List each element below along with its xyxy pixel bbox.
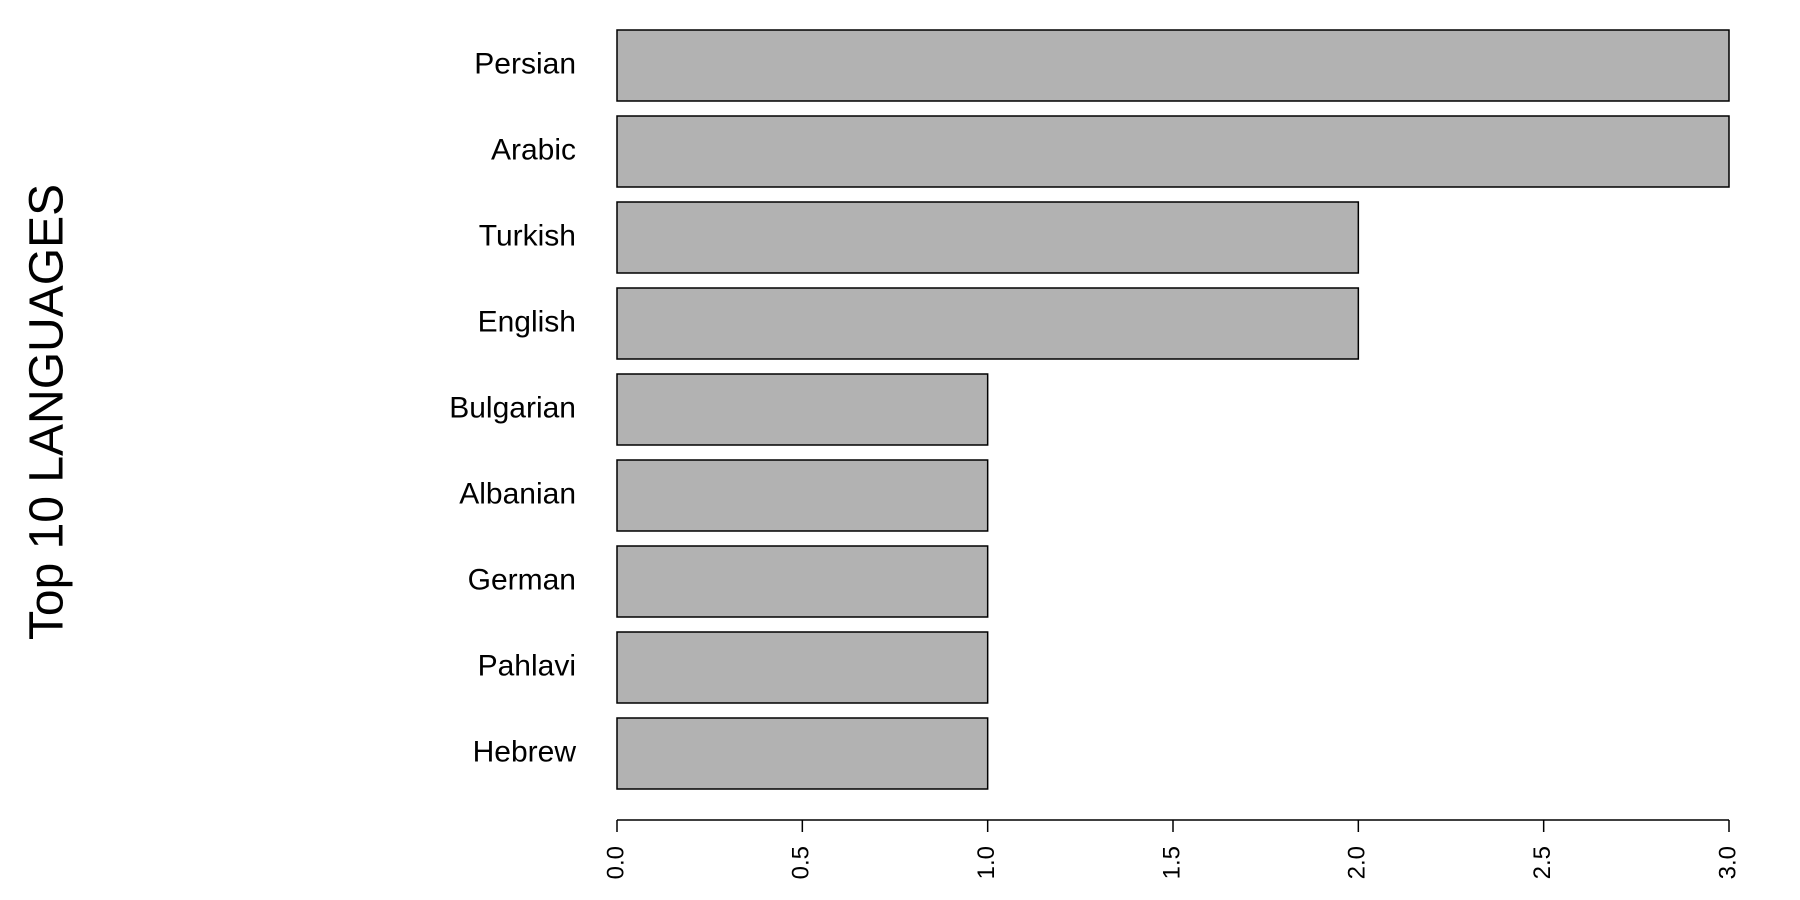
category-label-english: English <box>478 305 576 338</box>
bar-persian <box>616 29 1730 102</box>
x-tick-label-4: 2.0 <box>1344 846 1371 879</box>
category-label-albanian: Albanian <box>459 477 576 510</box>
x-tick-label-5: 2.5 <box>1529 846 1556 879</box>
x-tick-label-0: 0.0 <box>602 846 629 879</box>
category-label-pahlavi: Pahlavi <box>478 649 576 682</box>
bar-bulgarian <box>616 373 989 446</box>
bar-arabic <box>616 115 1730 188</box>
category-labels: Persian Arabic Turkish English Bulgarian Alba… <box>449 47 576 768</box>
x-tick-label-2: 1.0 <box>973 846 1000 879</box>
category-label-german: German <box>468 563 576 596</box>
category-label-turkish: Turkish <box>479 219 576 252</box>
bar-hebrew <box>616 717 989 790</box>
bars-group <box>616 29 1730 790</box>
y-axis-label: Top 10 LANGUAGES <box>21 184 74 640</box>
bar-english <box>616 287 1360 360</box>
bar-pahlavi <box>616 631 989 704</box>
category-label-hebrew: Hebrew <box>473 735 577 768</box>
x-tick-label-1: 0.5 <box>788 846 815 879</box>
category-label-arabic: Arabic <box>491 133 576 166</box>
x-axis: 0.0 0.5 1.0 1.5 2.0 2.5 3.0 <box>602 819 1741 879</box>
bar-albanian <box>616 459 989 532</box>
x-tick-label-6: 3.0 <box>1714 846 1741 879</box>
bar-turkish <box>616 201 1360 274</box>
bar-german <box>616 545 989 618</box>
category-label-persian: Persian <box>474 47 576 80</box>
x-tick-label-3: 1.5 <box>1158 846 1185 879</box>
category-label-bulgarian: Bulgarian <box>449 391 576 424</box>
